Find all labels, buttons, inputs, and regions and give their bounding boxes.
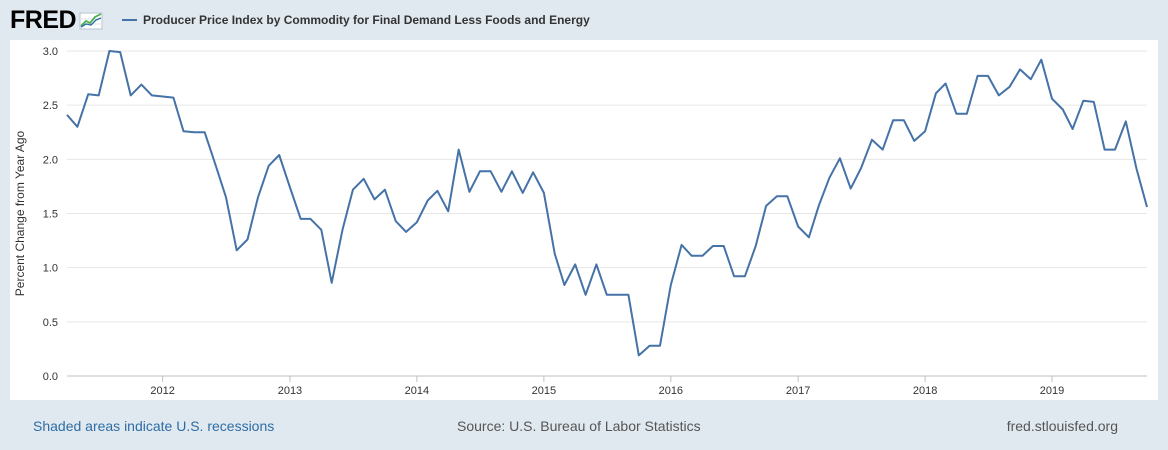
x-tick-label: 2012 [150, 385, 174, 397]
x-tick-label: 2018 [913, 385, 937, 397]
fred-graph-icon [79, 12, 103, 30]
y-axis-ticks: 0.0 0.5 1.0 1.5 2.0 2.5 3.0 [43, 46, 58, 383]
source-note: Source: U.S. Bureau of Labor Statistics [457, 418, 701, 434]
series-line[interactable] [66, 50, 1148, 357]
y-axis-title: Percent Change from Year Ago [13, 130, 27, 296]
y-tick-label: 2.0 [43, 154, 58, 166]
y-tick-label: 1.0 [43, 263, 58, 275]
site-link[interactable]: fred.stlouisfed.org [1006, 418, 1118, 434]
y-tick-label: 0.0 [43, 371, 58, 383]
y-tick-label: 0.5 [43, 317, 58, 329]
x-tick-label: 2019 [1040, 385, 1064, 397]
fred-logo-text: FRED [10, 5, 77, 34]
y-tick-label: 1.5 [43, 209, 58, 221]
x-tick-label: 2017 [786, 385, 810, 397]
plot-area[interactable]: 0.0 0.5 1.0 1.5 2.0 2.5 3.0 2012 2013 2014 2015 20… [10, 40, 1158, 400]
recession-note: Shaded areas indicate U.S. recessions [33, 418, 275, 434]
x-tick-label: 2013 [278, 385, 302, 397]
y-tick-label: 2.5 [43, 100, 58, 112]
chart-legend[interactable]: Producer Price Index by Commodity for Fi… [122, 11, 590, 29]
x-tick-label: 2014 [405, 385, 429, 397]
grid-lines [67, 50, 1147, 377]
legend-label: Producer Price Index by Commodity for Fi… [143, 13, 590, 27]
fred-logo[interactable]: FRED [10, 6, 103, 34]
x-tick-label: 2016 [659, 385, 683, 397]
line-chart[interactable]: 0.00.51.01.52.02.53.0 2012 2013 2014 2015 20… [10, 40, 1158, 400]
series-points [66, 50, 1148, 356]
legend-swatch [122, 19, 137, 21]
y-tick-label: 3.0 [43, 46, 58, 58]
chart-footer: Shaded areas indicate U.S. recessions So… [0, 416, 1168, 438]
x-axis-ticks: 2012 2013 2014 2015 2016 2017 2018 2019 [150, 376, 1064, 397]
chart-header: FRED Producer Price Index by Commodity f… [0, 0, 1168, 40]
x-tick-label: 2015 [532, 385, 556, 397]
